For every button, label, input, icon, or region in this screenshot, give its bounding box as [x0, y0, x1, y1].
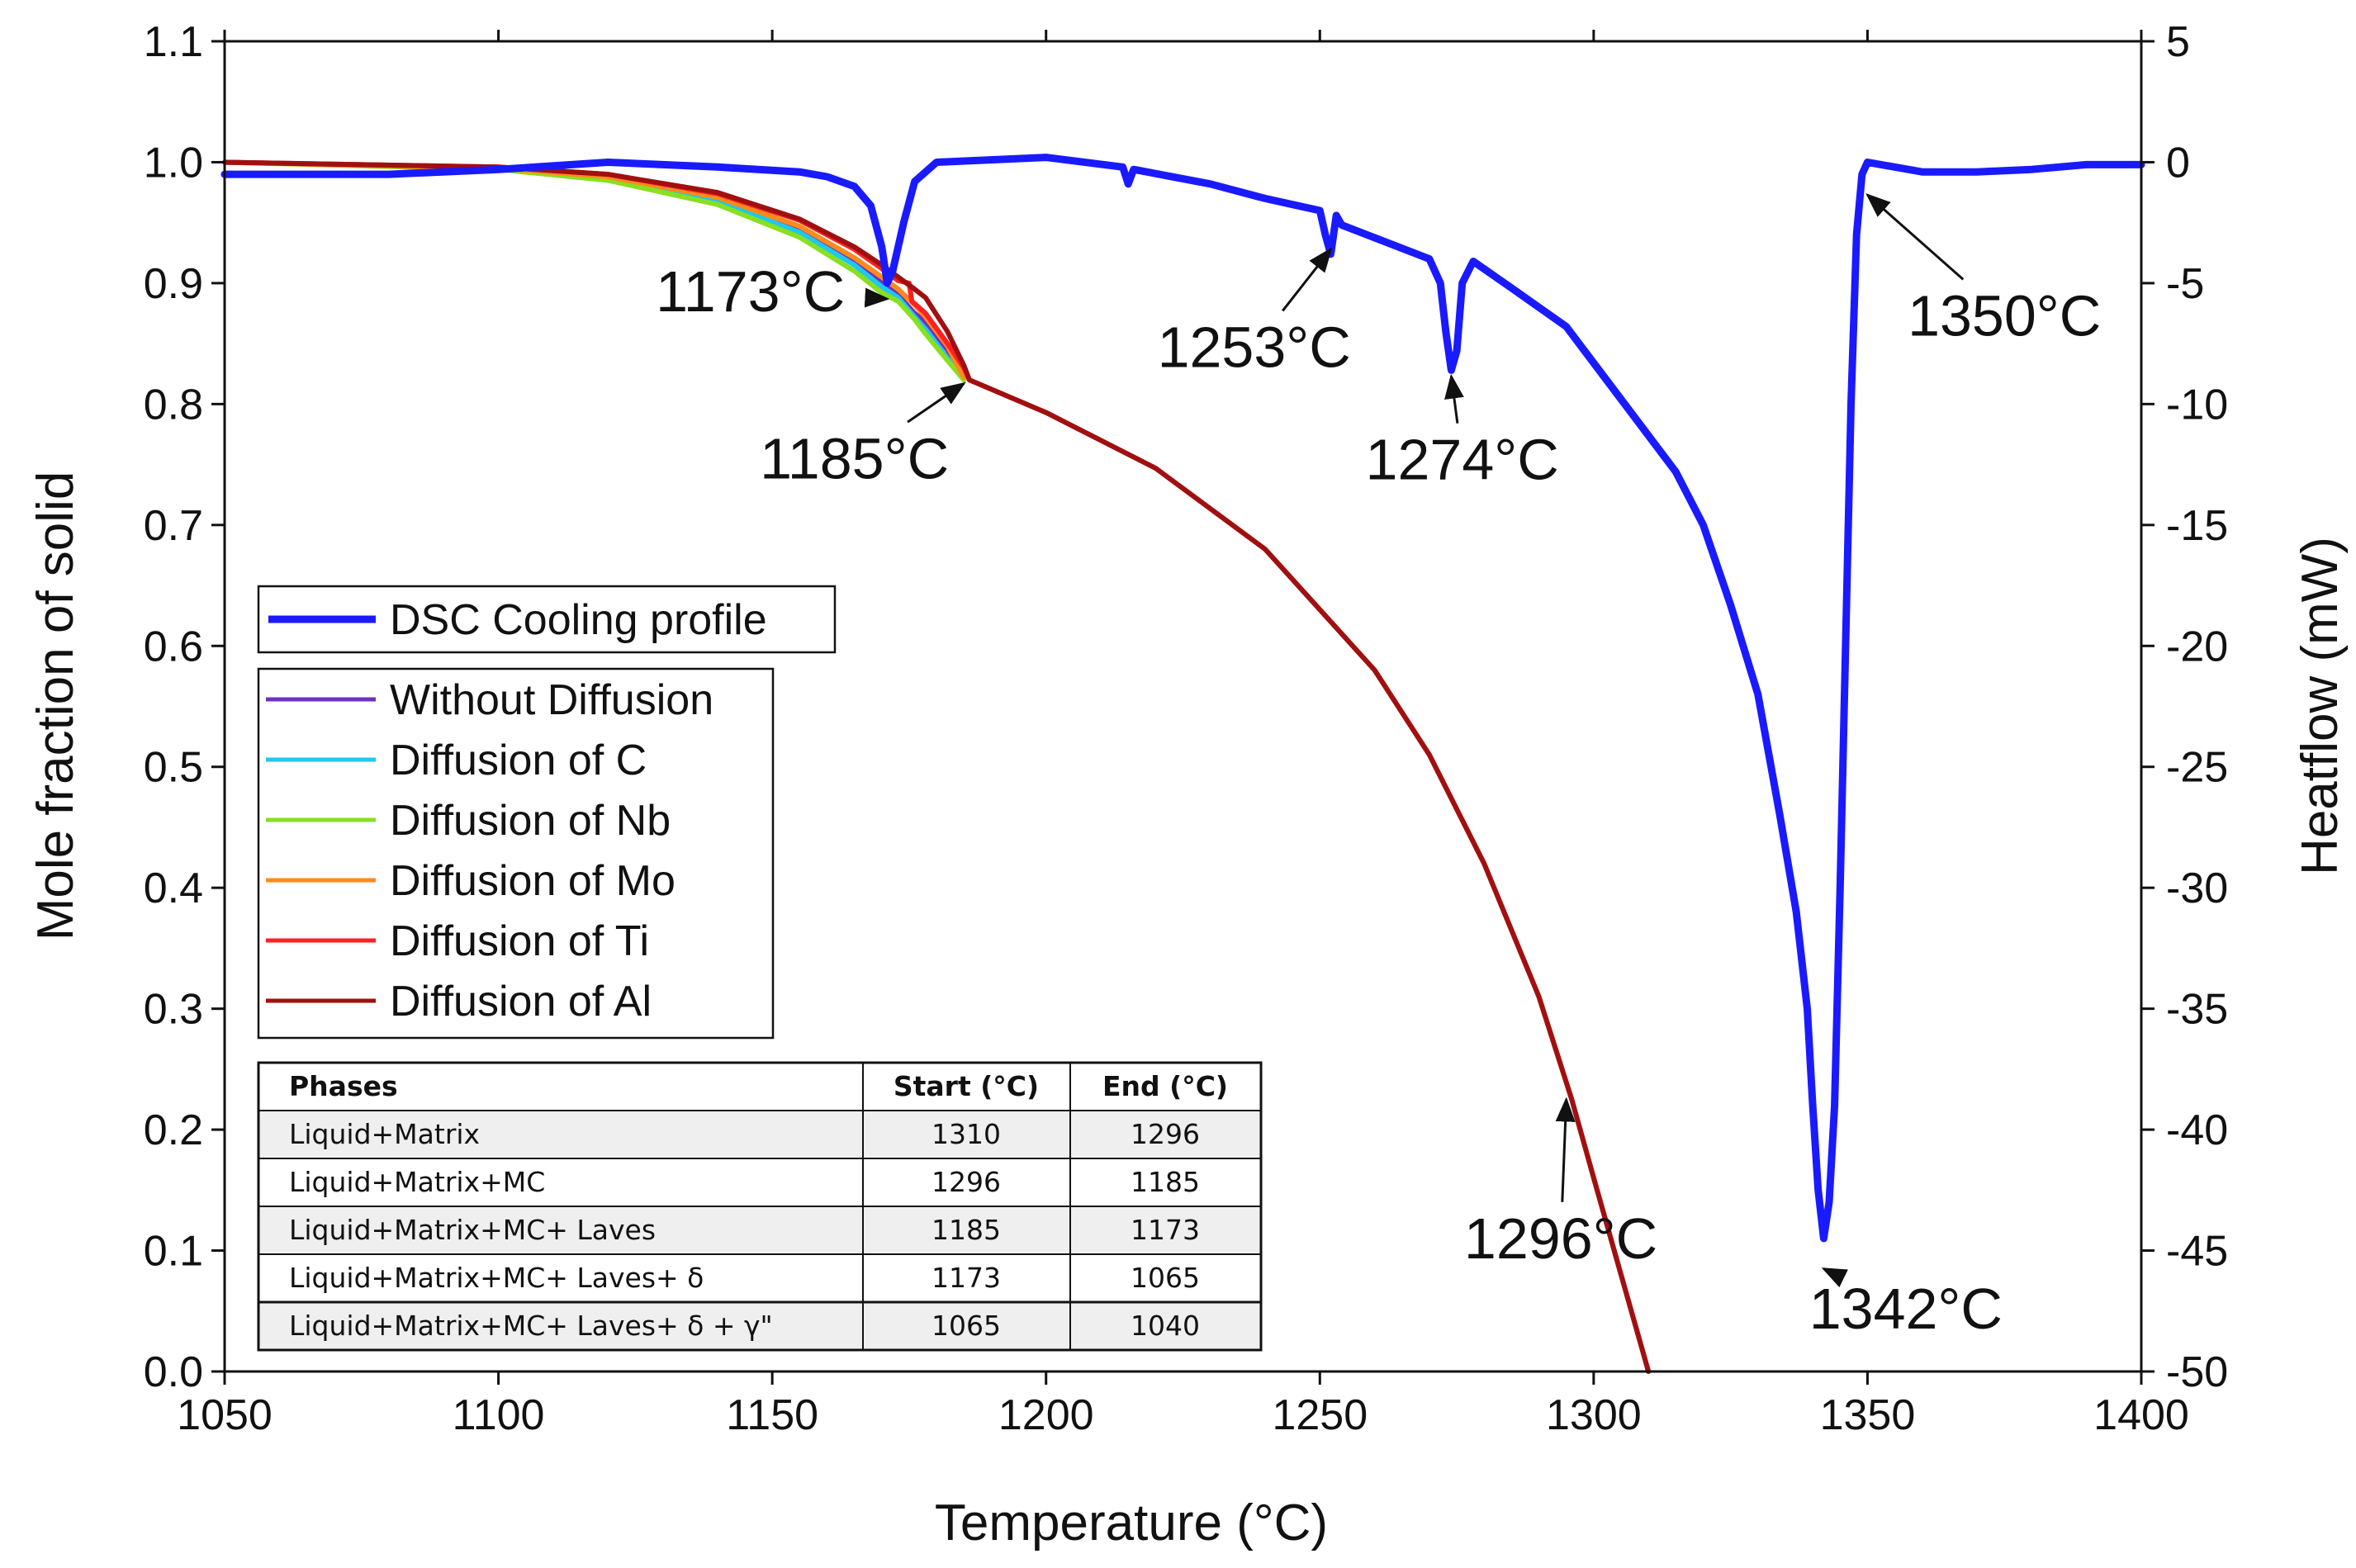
y-right-tick-label: -20	[2166, 623, 2228, 670]
annotation-label: 1173°C	[656, 259, 845, 324]
table-header-cell: Phases	[289, 1070, 398, 1102]
table-cell-start: 1310	[931, 1118, 1001, 1150]
table-cell-start: 1185	[931, 1214, 1001, 1246]
legend-label: Diffusion of Nb	[390, 797, 671, 845]
annotation-arrow	[907, 381, 966, 424]
table-row-bg	[258, 1302, 1261, 1350]
table-cell-end: 1296	[1131, 1118, 1200, 1150]
y-right-tick-label: 0	[2166, 139, 2190, 187]
x-tick-label: 1300	[1546, 1391, 1642, 1439]
legend-label: Diffusion of Ti	[390, 917, 649, 965]
table-header-bg	[258, 1063, 1261, 1111]
table-cell-start: 1173	[931, 1262, 1001, 1294]
y-right-tick-label: -40	[2166, 1106, 2228, 1154]
y-left-tick-label: 0.5	[144, 744, 203, 792]
legend-label-dsc: DSC Cooling profile	[390, 596, 767, 644]
table-cell-phase: Liquid+Matrix	[289, 1118, 480, 1150]
y-axis-right-title: Heatflow (mW)	[2292, 537, 2349, 875]
annotation-label: 1253°C	[1158, 315, 1351, 380]
y-right-tick-label: -25	[2166, 744, 2228, 792]
table-cell-phase: Liquid+Matrix+MC+ Laves+ δ	[289, 1262, 704, 1294]
table-cell-start: 1296	[931, 1166, 1001, 1198]
table-cell-phase: Liquid+Matrix+MC	[289, 1166, 545, 1198]
series-layer	[220, 154, 2145, 1374]
table-cell-end: 1185	[1131, 1166, 1200, 1198]
table-cell-phase: Liquid+Matrix+MC+ Laves	[289, 1214, 656, 1246]
y-axis-left-title: Mole fraction of solid	[27, 471, 84, 941]
y-left-tick-label: 1.0	[144, 139, 203, 187]
legend-dsc: DSC Cooling profile	[257, 585, 837, 654]
y-right-tick-label: -10	[2166, 381, 2228, 429]
y-left-tick-label: 0.9	[144, 260, 203, 308]
table-cell-phase: Liquid+Matrix+MC+ Laves+ δ + γ"	[289, 1310, 773, 1342]
y-left-tick-label: 0.0	[144, 1348, 203, 1396]
annotation-arrow	[1821, 1267, 1848, 1288]
x-tick-label: 1100	[453, 1391, 545, 1439]
x-tick-label: 1250	[1272, 1391, 1368, 1439]
annotation-label: 1296°C	[1464, 1206, 1657, 1271]
table-row-bg	[258, 1111, 1261, 1158]
y-right-tick-label: -45	[2166, 1228, 2228, 1276]
table-header-cell: End (°C)	[1102, 1070, 1228, 1102]
table-row-bg	[258, 1158, 1261, 1206]
y-left-tick-label: 0.2	[144, 1106, 203, 1154]
x-tick-label: 1150	[726, 1391, 818, 1439]
y-right-tick-label: 5	[2166, 18, 2190, 66]
legend-models: Without Diffusion Diffusion of C Diffusi…	[257, 667, 775, 1040]
x-tick-label: 1350	[1820, 1391, 1916, 1439]
annotation-label: 1350°C	[1908, 283, 2101, 348]
y-left-tick-label: 0.4	[144, 865, 203, 912]
series-line-diffusion-of-al	[222, 159, 1652, 1374]
x-tick-label: 1200	[998, 1391, 1094, 1439]
series-line-diffusion-of-nb	[222, 159, 967, 383]
table-cell-end: 1040	[1131, 1310, 1200, 1342]
y-left-tick-label: 0.6	[144, 623, 203, 670]
y-left-tick-label: 0.1	[144, 1228, 203, 1276]
y-right-tick-label: -50	[2166, 1348, 2228, 1396]
annotation-label: 1342°C	[1809, 1277, 2003, 1341]
y-right-tick-label: -15	[2166, 502, 2228, 550]
annotation-arrow	[864, 287, 890, 308]
y-left-tick-label: 0.3	[144, 986, 203, 1034]
y-right-tick-label: -5	[2166, 260, 2204, 308]
table-cell-end: 1065	[1131, 1262, 1200, 1294]
table-cell-end: 1173	[1131, 1214, 1200, 1246]
legend-label: Without Diffusion	[390, 676, 713, 724]
series-line-dsc-cooling-profile	[220, 154, 2145, 1243]
legend-label: Diffusion of Mo	[390, 857, 676, 905]
annotation-arrow	[1555, 1097, 1576, 1202]
ticks-layer: 1050 1100 1150 1200 1250 1300 1350 1400 0.0 0.1 0.…	[144, 18, 2228, 1439]
table-cell-start: 1065	[931, 1310, 1001, 1342]
annotation-label: 1185°C	[760, 426, 949, 490]
phase-table: Phases Start (°C) End (°C) Liquid+Matrix…	[257, 1061, 1263, 1352]
annotation-arrow	[1282, 247, 1333, 312]
y-right-tick-label: -35	[2166, 986, 2228, 1034]
table-row-bg	[258, 1254, 1261, 1302]
y-left-tick-label: 0.8	[144, 381, 203, 429]
annotation-arrow	[1865, 193, 1965, 281]
annotation-label: 1274°C	[1366, 428, 1559, 492]
legend-models-box	[257, 667, 775, 1040]
x-axis-title: Temperature (°C)	[935, 1495, 1328, 1551]
y-left-tick-label: 1.1	[144, 18, 203, 66]
annotation-arrow	[1444, 373, 1464, 424]
x-tick-label: 1050	[177, 1391, 273, 1439]
table-row-bg	[258, 1206, 1261, 1254]
x-tick-label: 1400	[2093, 1391, 2189, 1439]
plot-frame	[223, 40, 2143, 1373]
legend-label: Diffusion of C	[390, 737, 647, 784]
legend-label: Diffusion of Al	[390, 978, 652, 1026]
table-header-cell: Start (°C)	[894, 1070, 1039, 1102]
y-right-tick-label: -30	[2166, 865, 2228, 912]
y-left-tick-label: 0.7	[144, 502, 203, 550]
